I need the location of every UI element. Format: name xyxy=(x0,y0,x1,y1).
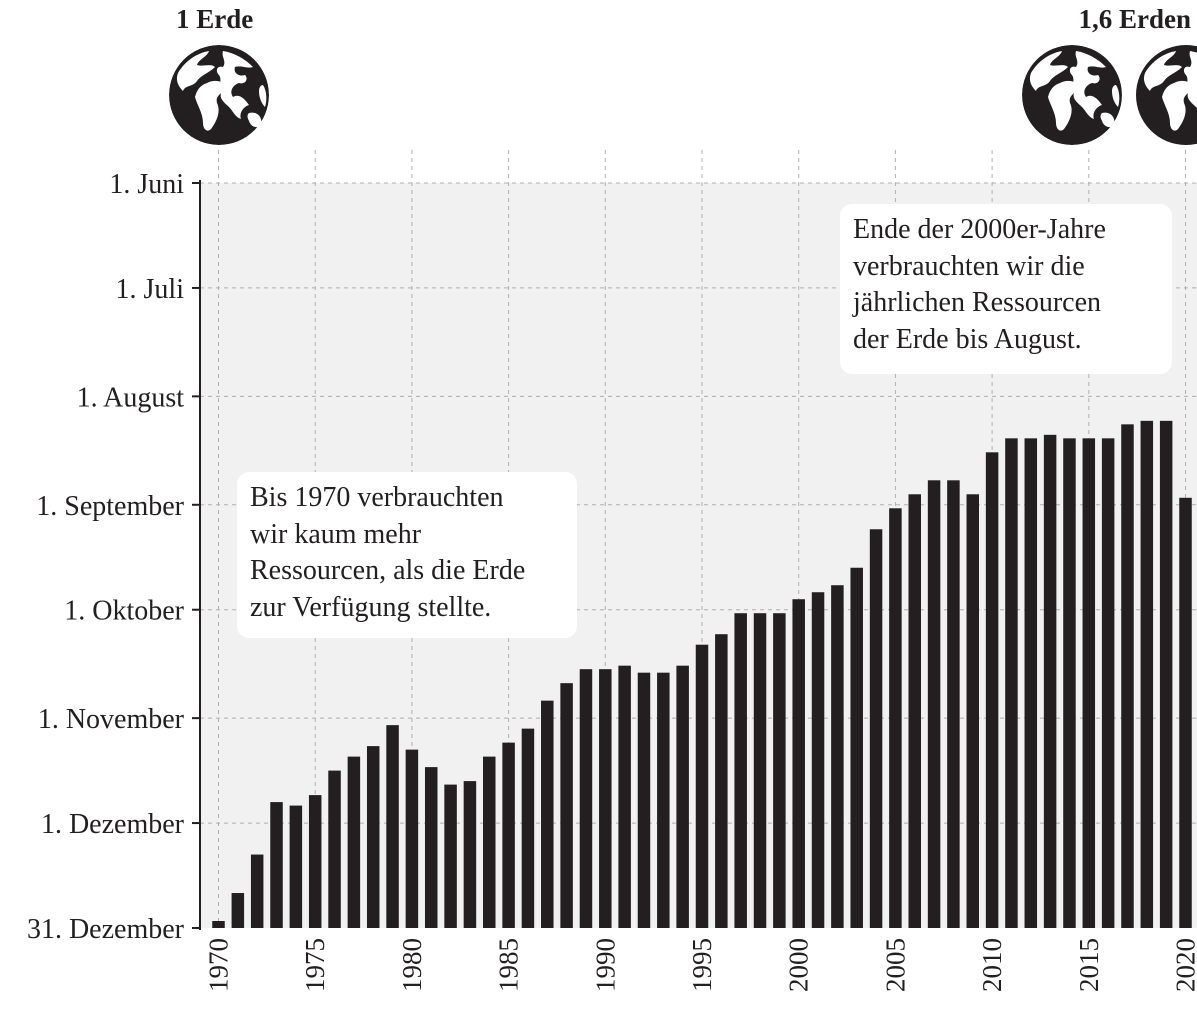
x-tick-label: 2020 xyxy=(1171,938,1197,992)
x-tick-label: 1985 xyxy=(494,938,524,992)
bar-1998 xyxy=(753,613,767,928)
bar-1972 xyxy=(250,854,264,928)
bar-1986 xyxy=(521,728,535,928)
bar-1978 xyxy=(366,746,380,928)
bar-1971 xyxy=(231,893,245,928)
earth-globe-icon xyxy=(1022,45,1122,145)
y-tick-label: 1. August xyxy=(77,382,185,413)
annotation-line: Ressourcen, als die Erde xyxy=(250,555,526,586)
bar-1981 xyxy=(424,767,438,928)
annotation-line: verbrauchten wir die xyxy=(853,250,1085,282)
bar-2004 xyxy=(869,529,883,928)
bar-2008 xyxy=(947,480,960,928)
bars xyxy=(212,420,1192,928)
bar-2010 xyxy=(985,452,999,928)
earth-globe-icon xyxy=(169,45,269,145)
x-tick-label: 1995 xyxy=(687,938,717,992)
bar-1999 xyxy=(773,613,786,928)
annotation-line: jährlichen Ressourcen xyxy=(853,287,1102,318)
bar-2018 xyxy=(1140,420,1154,928)
bar-2015 xyxy=(1082,438,1096,928)
earth-globe-partial-icon xyxy=(1136,45,1197,145)
annotation-1970: Bis 1970 verbrauchten wir kaum mehr Ress… xyxy=(237,472,577,638)
bar-1984 xyxy=(483,756,496,928)
y-axis-ticks: 1. Juni 1. Juli 1. August 1. September 1. Ok… xyxy=(27,169,200,945)
bar-2012 xyxy=(1024,438,1038,928)
bar-1995 xyxy=(695,644,709,928)
one-earth-label: 1 Erde xyxy=(176,4,254,34)
bar-1992 xyxy=(637,672,651,928)
annotation-line: der Erde bis August. xyxy=(853,323,1082,355)
annotation-line: wir kaum mehr xyxy=(250,518,422,550)
x-tick-label: 2010 xyxy=(977,938,1007,992)
bar-2003 xyxy=(850,567,863,928)
y-tick-label: 31. Dezember xyxy=(27,914,185,945)
y-tick-label: 1. Juli xyxy=(116,274,185,305)
bar-2016 xyxy=(1101,438,1115,928)
bar-2000 xyxy=(792,599,805,928)
bar-2019 xyxy=(1159,420,1173,928)
bar-2006 xyxy=(908,494,921,928)
bar-1974 xyxy=(289,805,303,928)
bar-1973 xyxy=(270,802,283,928)
bar-1977 xyxy=(347,756,361,928)
y-tick-label: 1. September xyxy=(36,491,184,522)
x-tick-label: 2000 xyxy=(784,938,814,992)
x-tick-label: 2005 xyxy=(880,938,910,992)
bar-1982 xyxy=(444,784,457,928)
bar-2005 xyxy=(889,508,902,928)
x-axis-ticks: 1970 1975 1980 1985 1990 1995 2000 2005 2010 2015… xyxy=(204,938,1197,992)
bar-1976 xyxy=(328,770,341,928)
annotation-line: Ende der 2000er-Jahre xyxy=(853,214,1106,245)
bar-1997 xyxy=(734,613,747,928)
bar-1996 xyxy=(715,634,728,928)
y-tick-label: 1. Juni xyxy=(109,169,184,200)
bar-2009 xyxy=(966,494,980,928)
x-tick-label: 2015 xyxy=(1074,938,1104,992)
bar-1990 xyxy=(599,669,612,928)
bar-1980 xyxy=(405,749,419,928)
bar-2007 xyxy=(927,480,941,928)
bar-2001 xyxy=(811,592,825,928)
bar-1979 xyxy=(386,725,399,928)
annotation-line: Bis 1970 verbrauchten xyxy=(250,482,504,513)
x-tick-label: 1990 xyxy=(590,938,620,992)
bar-2013 xyxy=(1043,434,1057,928)
one-point-six-earths-label: 1,6 Erden xyxy=(1078,4,1191,34)
bar-1970 xyxy=(212,921,225,928)
y-tick-label: 1. Oktober xyxy=(64,596,184,627)
bar-2017 xyxy=(1121,424,1134,928)
bar-1987 xyxy=(541,700,554,928)
bar-1983 xyxy=(463,781,477,928)
bar-1988 xyxy=(560,683,573,928)
bar-1991 xyxy=(618,665,631,928)
x-tick-label: 1980 xyxy=(397,938,427,992)
bar-2014 xyxy=(1063,438,1076,928)
y-tick-label: 1. Dezember xyxy=(41,809,185,840)
x-tick-label: 1975 xyxy=(300,938,330,992)
y-tick-label: 1. November xyxy=(38,704,185,735)
x-tick-label: 1970 xyxy=(204,938,234,992)
bar-1975 xyxy=(308,795,322,928)
bar-1989 xyxy=(579,669,593,928)
bar-2020 xyxy=(1179,497,1192,928)
annotation-2000s: Ende der 2000er-Jahre verbrauchten wir d… xyxy=(840,204,1172,374)
bar-1993 xyxy=(657,672,670,928)
annotation-line: zur Verfügung stellte. xyxy=(250,591,492,623)
bar-2011 xyxy=(1005,438,1018,928)
bar-1994 xyxy=(676,665,689,928)
bar-1985 xyxy=(502,742,515,928)
bar-2002 xyxy=(831,585,844,928)
